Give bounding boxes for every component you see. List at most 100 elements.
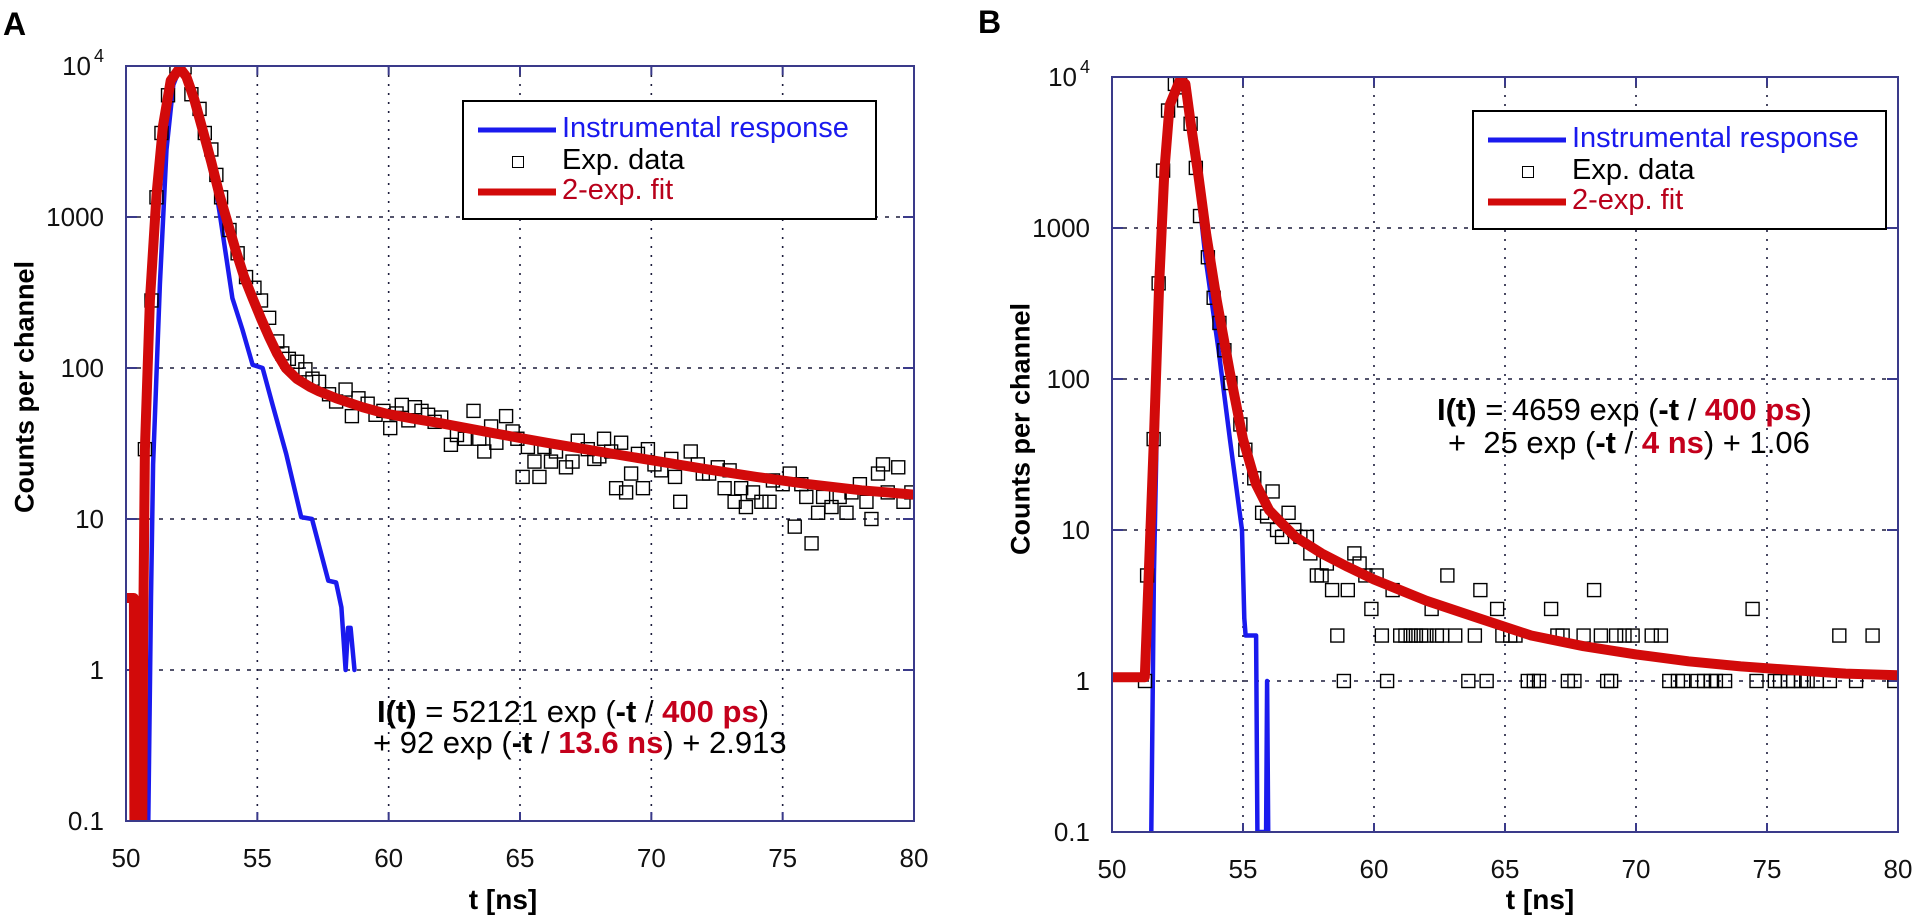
- eq-term: -t: [511, 725, 533, 760]
- eq-lifetime: 13.6 ns: [558, 725, 664, 760]
- legend-blue-line-swatch: [478, 127, 556, 132]
- exp-data-point: [477, 444, 492, 459]
- exp-data-point: [787, 519, 802, 534]
- x-tick-label: 60: [1360, 854, 1389, 884]
- legend-square-marker-swatch: [1522, 165, 1534, 178]
- legend-label: 2-exp. fit: [1572, 183, 1684, 216]
- x-tick-label: 75: [1753, 854, 1782, 884]
- exp-data-point: [1567, 673, 1582, 689]
- exp-data-point: [891, 460, 906, 475]
- y-tick-label: 1: [90, 655, 104, 685]
- legend-item-exp-data: Exp. data: [1474, 153, 1885, 187]
- exp-data-point: [527, 454, 542, 469]
- fit-equation-line1-a: I(t) = 52121 exp (-t / 400 ps): [377, 696, 769, 727]
- panel-label-a: A: [3, 6, 27, 42]
- exp-data-point: [799, 489, 814, 505]
- y-tick-label: 10: [75, 504, 104, 534]
- exp-data-point: [745, 485, 761, 500]
- eq-term: -t: [1595, 425, 1616, 460]
- x-axis-label-a: t [ns]: [468, 884, 538, 915]
- legend-label: Exp. data: [1572, 153, 1695, 186]
- exp-data-point: [1347, 546, 1362, 561]
- y-tick-label: 10 4: [62, 46, 104, 81]
- eq-term: = 4659 exp (: [1476, 392, 1659, 427]
- legend-label: Exp. data: [562, 143, 685, 176]
- legend-item-fit: 2-exp. fit: [464, 174, 875, 207]
- y-tick-label: 0.1: [1054, 817, 1090, 847]
- exp-data-point: [1608, 628, 1624, 643]
- eq-term: + 92 exp (: [373, 725, 512, 760]
- series-layer: [126, 66, 914, 821]
- eq-term: + 25 exp (: [1448, 425, 1596, 460]
- legend-blue-line-swatch: [1488, 137, 1566, 142]
- exp-data-point: [1489, 601, 1505, 617]
- exp-data-point: [635, 480, 651, 496]
- exp-data-point: [1675, 673, 1691, 689]
- x-tick-label: 65: [1491, 854, 1520, 884]
- exp-data-point: [466, 403, 481, 419]
- exp-data-point: [1745, 601, 1760, 617]
- exp-data-point: [717, 480, 732, 496]
- fit-equation-line2-a: + 92 exp (-t / 13.6 ns) + 2.913: [373, 727, 787, 758]
- legend-item-instrumental: Instrumental response: [1474, 121, 1885, 155]
- exp-data-point: [1749, 673, 1764, 689]
- exp-data-point: [762, 494, 777, 509]
- x-tick-label: 55: [1229, 854, 1258, 884]
- exp-data-point: [733, 480, 749, 496]
- eq-lifetime: 400 ps: [1704, 392, 1802, 427]
- eq-term: ) + 1.06: [1703, 425, 1810, 460]
- eq-term: ) + 2.913: [663, 725, 787, 760]
- exp-data-point: [1717, 673, 1733, 689]
- exp-data-point: [613, 435, 629, 450]
- exp-data-point: [532, 469, 547, 485]
- x-tick-label: 50: [1098, 854, 1127, 884]
- legend-label: Instrumental response: [562, 111, 849, 144]
- y-tick-label: 1: [1076, 666, 1090, 696]
- exp-data-point: [754, 494, 769, 509]
- legend-label: Instrumental response: [1572, 121, 1859, 154]
- x-tick-label: 70: [637, 843, 666, 873]
- y-tick-label: 0.1: [68, 806, 104, 836]
- y-tick-label: 1000: [1032, 213, 1090, 243]
- x-tick-label: 55: [243, 843, 272, 873]
- eq-term: I(t): [377, 694, 417, 729]
- exp-data-point: [1419, 628, 1434, 643]
- legend-red-line-swatch: [478, 188, 556, 195]
- exp-data-point: [1662, 673, 1677, 689]
- legend-item-instrumental: Instrumental response: [464, 111, 875, 145]
- exp-data-point: [870, 466, 886, 481]
- eq-term: -t: [615, 694, 637, 729]
- exp-data-point: [673, 494, 688, 509]
- exp-data-point: [498, 408, 514, 424]
- fit-equation-line2-b: + 25 exp (-t / 4 ns) + 1.06: [1448, 427, 1810, 458]
- exp-data-point: [1865, 628, 1880, 643]
- exp-data-point: [1586, 582, 1602, 598]
- fit-line: [126, 66, 914, 821]
- exp-data-point: [515, 469, 530, 485]
- exp-data-point: [290, 354, 305, 369]
- exp-data-point: [1479, 673, 1494, 689]
- axes-frame: [125, 65, 915, 822]
- exp-data-point: [1832, 628, 1847, 643]
- legend-red-line-swatch: [1488, 198, 1566, 205]
- x-tick-label: 75: [768, 843, 797, 873]
- y-tick-label: 1000: [46, 202, 104, 232]
- exp-data-point: [1265, 484, 1280, 499]
- exp-data-point: [875, 457, 891, 472]
- legend-square-marker-swatch: [512, 155, 524, 168]
- exp-data-point: [1625, 628, 1640, 643]
- exp-data-point: [667, 469, 683, 485]
- exp-data-point: [1330, 628, 1345, 643]
- eq-term: I(t): [1437, 392, 1477, 427]
- eq-term: ): [1801, 392, 1812, 427]
- eq-term: ): [758, 694, 770, 729]
- exp-data-point: [608, 480, 624, 496]
- exp-data-point: [839, 505, 854, 520]
- exp-data-point: [543, 454, 559, 469]
- exp-data-point: [1281, 505, 1296, 520]
- y-tick-label: 100: [61, 353, 104, 383]
- fit-line: [1112, 77, 1898, 683]
- exp-data-point: [1473, 582, 1488, 598]
- x-tick-label: 65: [506, 843, 535, 873]
